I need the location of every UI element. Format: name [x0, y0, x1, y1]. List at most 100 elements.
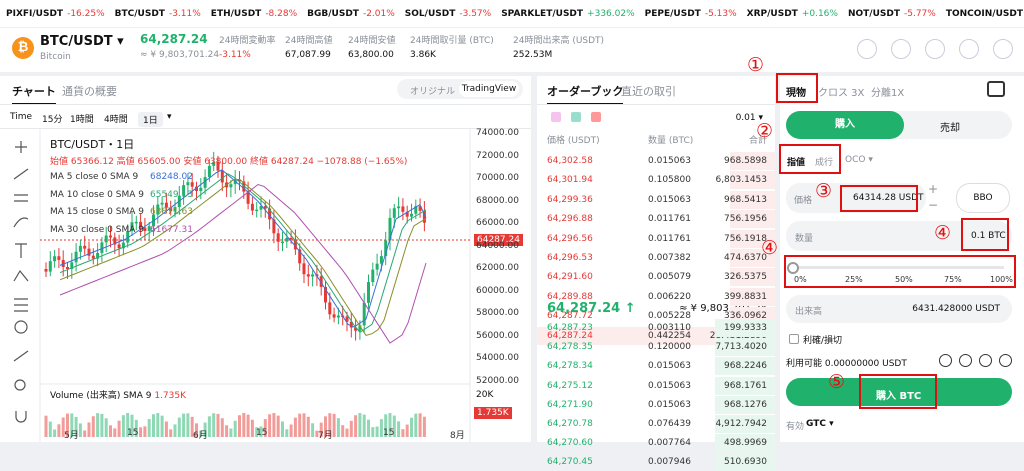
view-option[interactable]: TradingView: [459, 81, 519, 97]
pair: TONCOIN/USDT: [945, 9, 1023, 19]
icon-button[interactable]: [999, 354, 1012, 367]
icon-button[interactable]: [857, 39, 877, 59]
order-row: 64,299.36 0.015063 968.5413: [537, 190, 775, 209]
bbo-button[interactable]: BBO: [956, 183, 1010, 213]
increment[interactable]: +: [928, 182, 939, 196]
icon-button[interactable]: [959, 39, 979, 59]
annotation-number: ②: [756, 120, 774, 142]
sell-tab[interactable]: 売却: [940, 123, 960, 134]
tab[interactable]: 通貨の概要: [62, 85, 117, 98]
candle-body: [147, 226, 151, 232]
volume-bar: [203, 422, 207, 437]
ma-label: MA 5 close 0 SMA 9: [50, 172, 139, 182]
tool-text[interactable]: [15, 243, 27, 258]
tab[interactable]: 直近の取引: [621, 85, 676, 98]
bot-icon[interactable]: [987, 81, 1005, 97]
icon-button[interactable]: [891, 39, 911, 59]
total: 968.2246: [724, 361, 767, 372]
ma-value: 63871.63: [150, 207, 193, 217]
volume-bar: [130, 414, 134, 437]
tool-magnet[interactable]: [15, 411, 27, 423]
last-price: 64,287.24: [140, 32, 208, 46]
candle-body: [126, 231, 130, 243]
volume-bar: [336, 418, 340, 437]
candle-body: [375, 263, 379, 270]
volume-bar: [199, 430, 203, 437]
icon-button[interactable]: [959, 354, 972, 367]
mode-tab[interactable]: クロス 3X: [818, 88, 865, 99]
tool-pattern[interactable]: [13, 269, 29, 282]
amount-input[interactable]: [786, 221, 1012, 251]
volume-bar: [182, 413, 186, 437]
order-row: 64,291.60 0.005079 326.5375: [537, 268, 775, 287]
icon-button[interactable]: [979, 354, 992, 367]
volume-bar: [134, 419, 138, 437]
slider-label: 25%: [845, 275, 863, 284]
layout-switch[interactable]: [551, 112, 601, 124]
candle-body: [384, 240, 388, 257]
change: -2.01%: [362, 9, 395, 19]
order-type[interactable]: 成行: [815, 158, 834, 168]
slider-thumb[interactable]: [787, 262, 799, 274]
symbol[interactable]: BTC/USDT ▾: [40, 34, 124, 49]
icon-button[interactable]: [993, 39, 1013, 59]
ticker-bar: PIXFI/USDT -16.25% BTC/USDT -3.11% ETH/USDT -…: [0, 0, 1024, 27]
volume-bar: [276, 415, 280, 437]
tool-fib[interactable]: [14, 298, 28, 312]
mode-tab[interactable]: 分離1X: [871, 88, 905, 99]
buy-tab[interactable]: 購入: [786, 111, 904, 139]
tif-value[interactable]: GTC ▾: [806, 419, 834, 429]
volume-bar: [268, 414, 272, 437]
divider: [0, 128, 531, 129]
volume-bar: [83, 430, 87, 437]
col-header: 価格 (USDT): [547, 136, 600, 146]
tool-cross[interactable]: [15, 141, 27, 153]
view-option[interactable]: オリジナル: [410, 87, 456, 97]
candle-body: [91, 255, 95, 259]
checkbox[interactable]: [789, 334, 799, 344]
quantity: 0.007382: [648, 253, 691, 263]
tool-emoji[interactable]: [14, 320, 28, 334]
volume-bar: [233, 420, 237, 437]
tool-parallel[interactable]: [14, 194, 28, 202]
volume-bar: [246, 414, 250, 437]
tab[interactable]: チャート: [12, 83, 56, 105]
icon-button[interactable]: [925, 39, 945, 59]
ma-line: [59, 169, 427, 328]
tool-zoom[interactable]: [14, 379, 26, 391]
x-axis-label: 7月: [318, 431, 333, 441]
order-type[interactable]: 指値: [787, 158, 806, 168]
candle-body: [268, 208, 272, 220]
depth-bar: [715, 395, 775, 414]
tool-line[interactable]: [13, 168, 29, 180]
tool-brush[interactable]: [13, 217, 29, 228]
interval-more[interactable]: ▾: [167, 112, 172, 122]
candle-body: [121, 242, 125, 249]
candle-body: [263, 206, 267, 209]
precision[interactable]: 0.01 ▾: [735, 113, 763, 123]
icon-button[interactable]: [939, 354, 952, 367]
total: 399.8831: [724, 291, 767, 302]
volume-bar: [341, 425, 345, 437]
candle-body: [113, 237, 117, 245]
price: 64,271.90: [547, 399, 593, 410]
tab[interactable]: オーダーブック: [547, 83, 624, 105]
order-type[interactable]: OCO ▾: [845, 155, 873, 165]
quantity: 0.011761: [648, 214, 691, 225]
candle-body: [345, 316, 349, 322]
annotation-box: [961, 218, 1009, 251]
mode-tab[interactable]: 現物: [786, 88, 806, 99]
candle-body: [276, 233, 280, 242]
tool-ruler[interactable]: [13, 350, 29, 362]
volume-bar: [53, 429, 57, 437]
quantity: 0.005079: [648, 272, 691, 283]
submit-button[interactable]: [786, 378, 1012, 406]
volume-bar: [324, 416, 327, 437]
volume-bar: [414, 413, 418, 437]
candle-body: [388, 217, 392, 241]
decrement[interactable]: −: [928, 198, 939, 212]
candle-body: [48, 261, 52, 272]
quantity: 0.003110: [648, 323, 691, 333]
candle-body: [66, 266, 69, 269]
price-input[interactable]: [786, 183, 926, 213]
